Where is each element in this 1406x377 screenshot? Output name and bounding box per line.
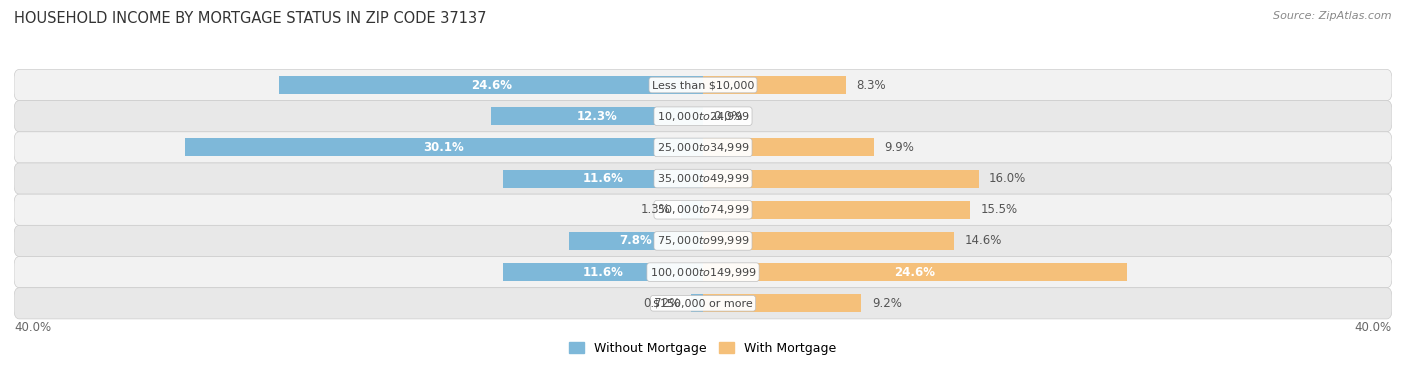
Text: $25,000 to $34,999: $25,000 to $34,999	[657, 141, 749, 154]
Text: 12.3%: 12.3%	[576, 110, 617, 123]
FancyBboxPatch shape	[14, 132, 1392, 163]
Text: 1.3%: 1.3%	[641, 203, 671, 216]
Text: 0.0%: 0.0%	[713, 110, 742, 123]
Bar	[703, 76, 846, 94]
Bar	[703, 263, 1126, 281]
FancyBboxPatch shape	[14, 256, 1392, 288]
FancyBboxPatch shape	[14, 288, 1392, 319]
Bar	[568, 232, 703, 250]
Text: 0.72%: 0.72%	[643, 297, 681, 310]
Text: 24.6%: 24.6%	[894, 266, 935, 279]
Bar	[703, 170, 979, 188]
Text: 11.6%: 11.6%	[582, 172, 623, 185]
Bar	[503, 263, 703, 281]
Text: $150,000 or more: $150,000 or more	[654, 298, 752, 308]
Text: Source: ZipAtlas.com: Source: ZipAtlas.com	[1274, 11, 1392, 21]
Text: 15.5%: 15.5%	[980, 203, 1018, 216]
Text: 9.9%: 9.9%	[884, 141, 914, 154]
FancyBboxPatch shape	[14, 69, 1392, 101]
Text: 8.3%: 8.3%	[856, 78, 886, 92]
Bar	[703, 138, 873, 156]
Bar	[280, 76, 703, 94]
Bar	[690, 294, 703, 312]
FancyBboxPatch shape	[14, 101, 1392, 132]
Text: 40.0%: 40.0%	[14, 321, 51, 334]
Bar	[703, 294, 862, 312]
FancyBboxPatch shape	[14, 163, 1392, 194]
Text: 7.8%: 7.8%	[620, 234, 652, 247]
Text: Less than $10,000: Less than $10,000	[652, 80, 754, 90]
Bar	[503, 170, 703, 188]
Text: 40.0%: 40.0%	[1355, 321, 1392, 334]
Text: $35,000 to $49,999: $35,000 to $49,999	[657, 172, 749, 185]
Text: 24.6%: 24.6%	[471, 78, 512, 92]
Bar	[703, 232, 955, 250]
Text: 16.0%: 16.0%	[988, 172, 1026, 185]
Bar	[703, 201, 970, 219]
FancyBboxPatch shape	[14, 225, 1392, 256]
Text: 30.1%: 30.1%	[423, 141, 464, 154]
Text: 14.6%: 14.6%	[965, 234, 1002, 247]
Text: $75,000 to $99,999: $75,000 to $99,999	[657, 234, 749, 247]
Text: $100,000 to $149,999: $100,000 to $149,999	[650, 266, 756, 279]
Text: $10,000 to $24,999: $10,000 to $24,999	[657, 110, 749, 123]
Legend: Without Mortgage, With Mortgage: Without Mortgage, With Mortgage	[564, 337, 842, 360]
Text: 9.2%: 9.2%	[872, 297, 901, 310]
Text: $50,000 to $74,999: $50,000 to $74,999	[657, 203, 749, 216]
FancyBboxPatch shape	[14, 194, 1392, 225]
Bar	[491, 107, 703, 125]
Bar	[681, 201, 703, 219]
Bar	[184, 138, 703, 156]
Text: 11.6%: 11.6%	[582, 266, 623, 279]
Text: HOUSEHOLD INCOME BY MORTGAGE STATUS IN ZIP CODE 37137: HOUSEHOLD INCOME BY MORTGAGE STATUS IN Z…	[14, 11, 486, 26]
